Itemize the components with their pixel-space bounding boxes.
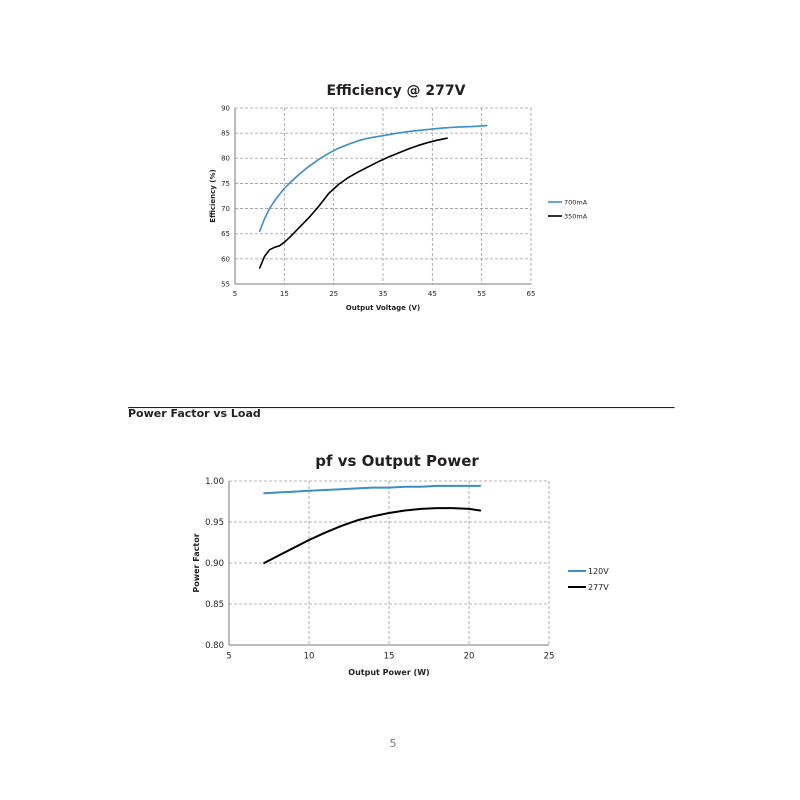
x-tick-label: 35 [379, 290, 388, 298]
x-tick-label: 55 [477, 290, 486, 298]
x-tick-label: 15 [280, 290, 289, 298]
x-tick-label: 5 [233, 290, 237, 298]
y-tick-label: 0.95 [205, 518, 224, 528]
x-tick-label: 25 [544, 652, 555, 662]
chart-title: pf vs Output Power [315, 452, 479, 470]
legend-label: 350mA [564, 212, 588, 220]
x-axis-label: Output Power (W) [348, 668, 429, 677]
x-tick-label: 65 [527, 290, 536, 298]
y-tick-label: 90 [221, 104, 230, 112]
legend-label: 277V [588, 583, 609, 592]
y-tick-label: 75 [221, 180, 230, 188]
y-tick-label: 0.80 [205, 641, 224, 651]
series-line-700ma [258, 124, 488, 232]
legend-label: 700mA [564, 198, 588, 206]
plot-area: 5 10 15 20 25 0.80 0.85 0.90 0.95 1.00 120V 277V [205, 477, 609, 662]
x-tick-label: 20 [464, 652, 475, 662]
y-tick-label: 85 [221, 130, 230, 138]
legend-label: 120V [588, 567, 609, 576]
y-tick-label: 80 [221, 155, 230, 163]
y-tick-label: 70 [221, 205, 230, 213]
y-tick-label: 0.85 [205, 600, 224, 610]
efficiency-chart: Efficiency @ 277V 5 15 25 35 45 55 65 55 60 65 70 7… [209, 83, 588, 312]
chart-title: Efficiency @ 277V [327, 83, 466, 99]
y-tick-label: 65 [221, 230, 230, 238]
x-tick-label: 5 [226, 652, 231, 662]
y-tick-label: 0.90 [205, 559, 224, 569]
y-tick-label: 1.00 [205, 477, 224, 487]
series-line-120v [263, 484, 482, 495]
y-axis-label: Efficiency (%) [209, 169, 217, 222]
section-divider [128, 407, 675, 409]
x-tick-label: 25 [329, 290, 338, 298]
x-axis-label: Output Voltage (V) [346, 304, 420, 312]
x-tick-label: 45 [428, 290, 437, 298]
series-line-277v [263, 507, 482, 564]
plot-area: 5 15 25 35 45 55 65 55 60 65 70 75 80 85 90 700mA 350mA [221, 104, 588, 298]
y-tick-label: 55 [221, 280, 230, 288]
section-heading: Power Factor vs Load [128, 407, 261, 420]
y-axis-label: Power Factor [192, 533, 201, 592]
page-number: 5 [389, 737, 397, 750]
y-tick-label: 60 [221, 255, 230, 263]
x-tick-label: 15 [384, 652, 395, 662]
x-tick-label: 10 [304, 652, 315, 662]
series-line-350ma [258, 137, 448, 269]
